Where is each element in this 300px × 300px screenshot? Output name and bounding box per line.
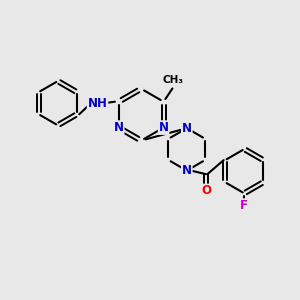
Text: NH: NH [88,97,107,110]
Text: F: F [240,199,248,212]
Text: N: N [182,122,192,135]
Text: CH₃: CH₃ [163,75,184,85]
Text: N: N [159,121,169,134]
Text: O: O [201,184,211,197]
Text: N: N [182,164,192,177]
Text: N: N [114,121,124,134]
